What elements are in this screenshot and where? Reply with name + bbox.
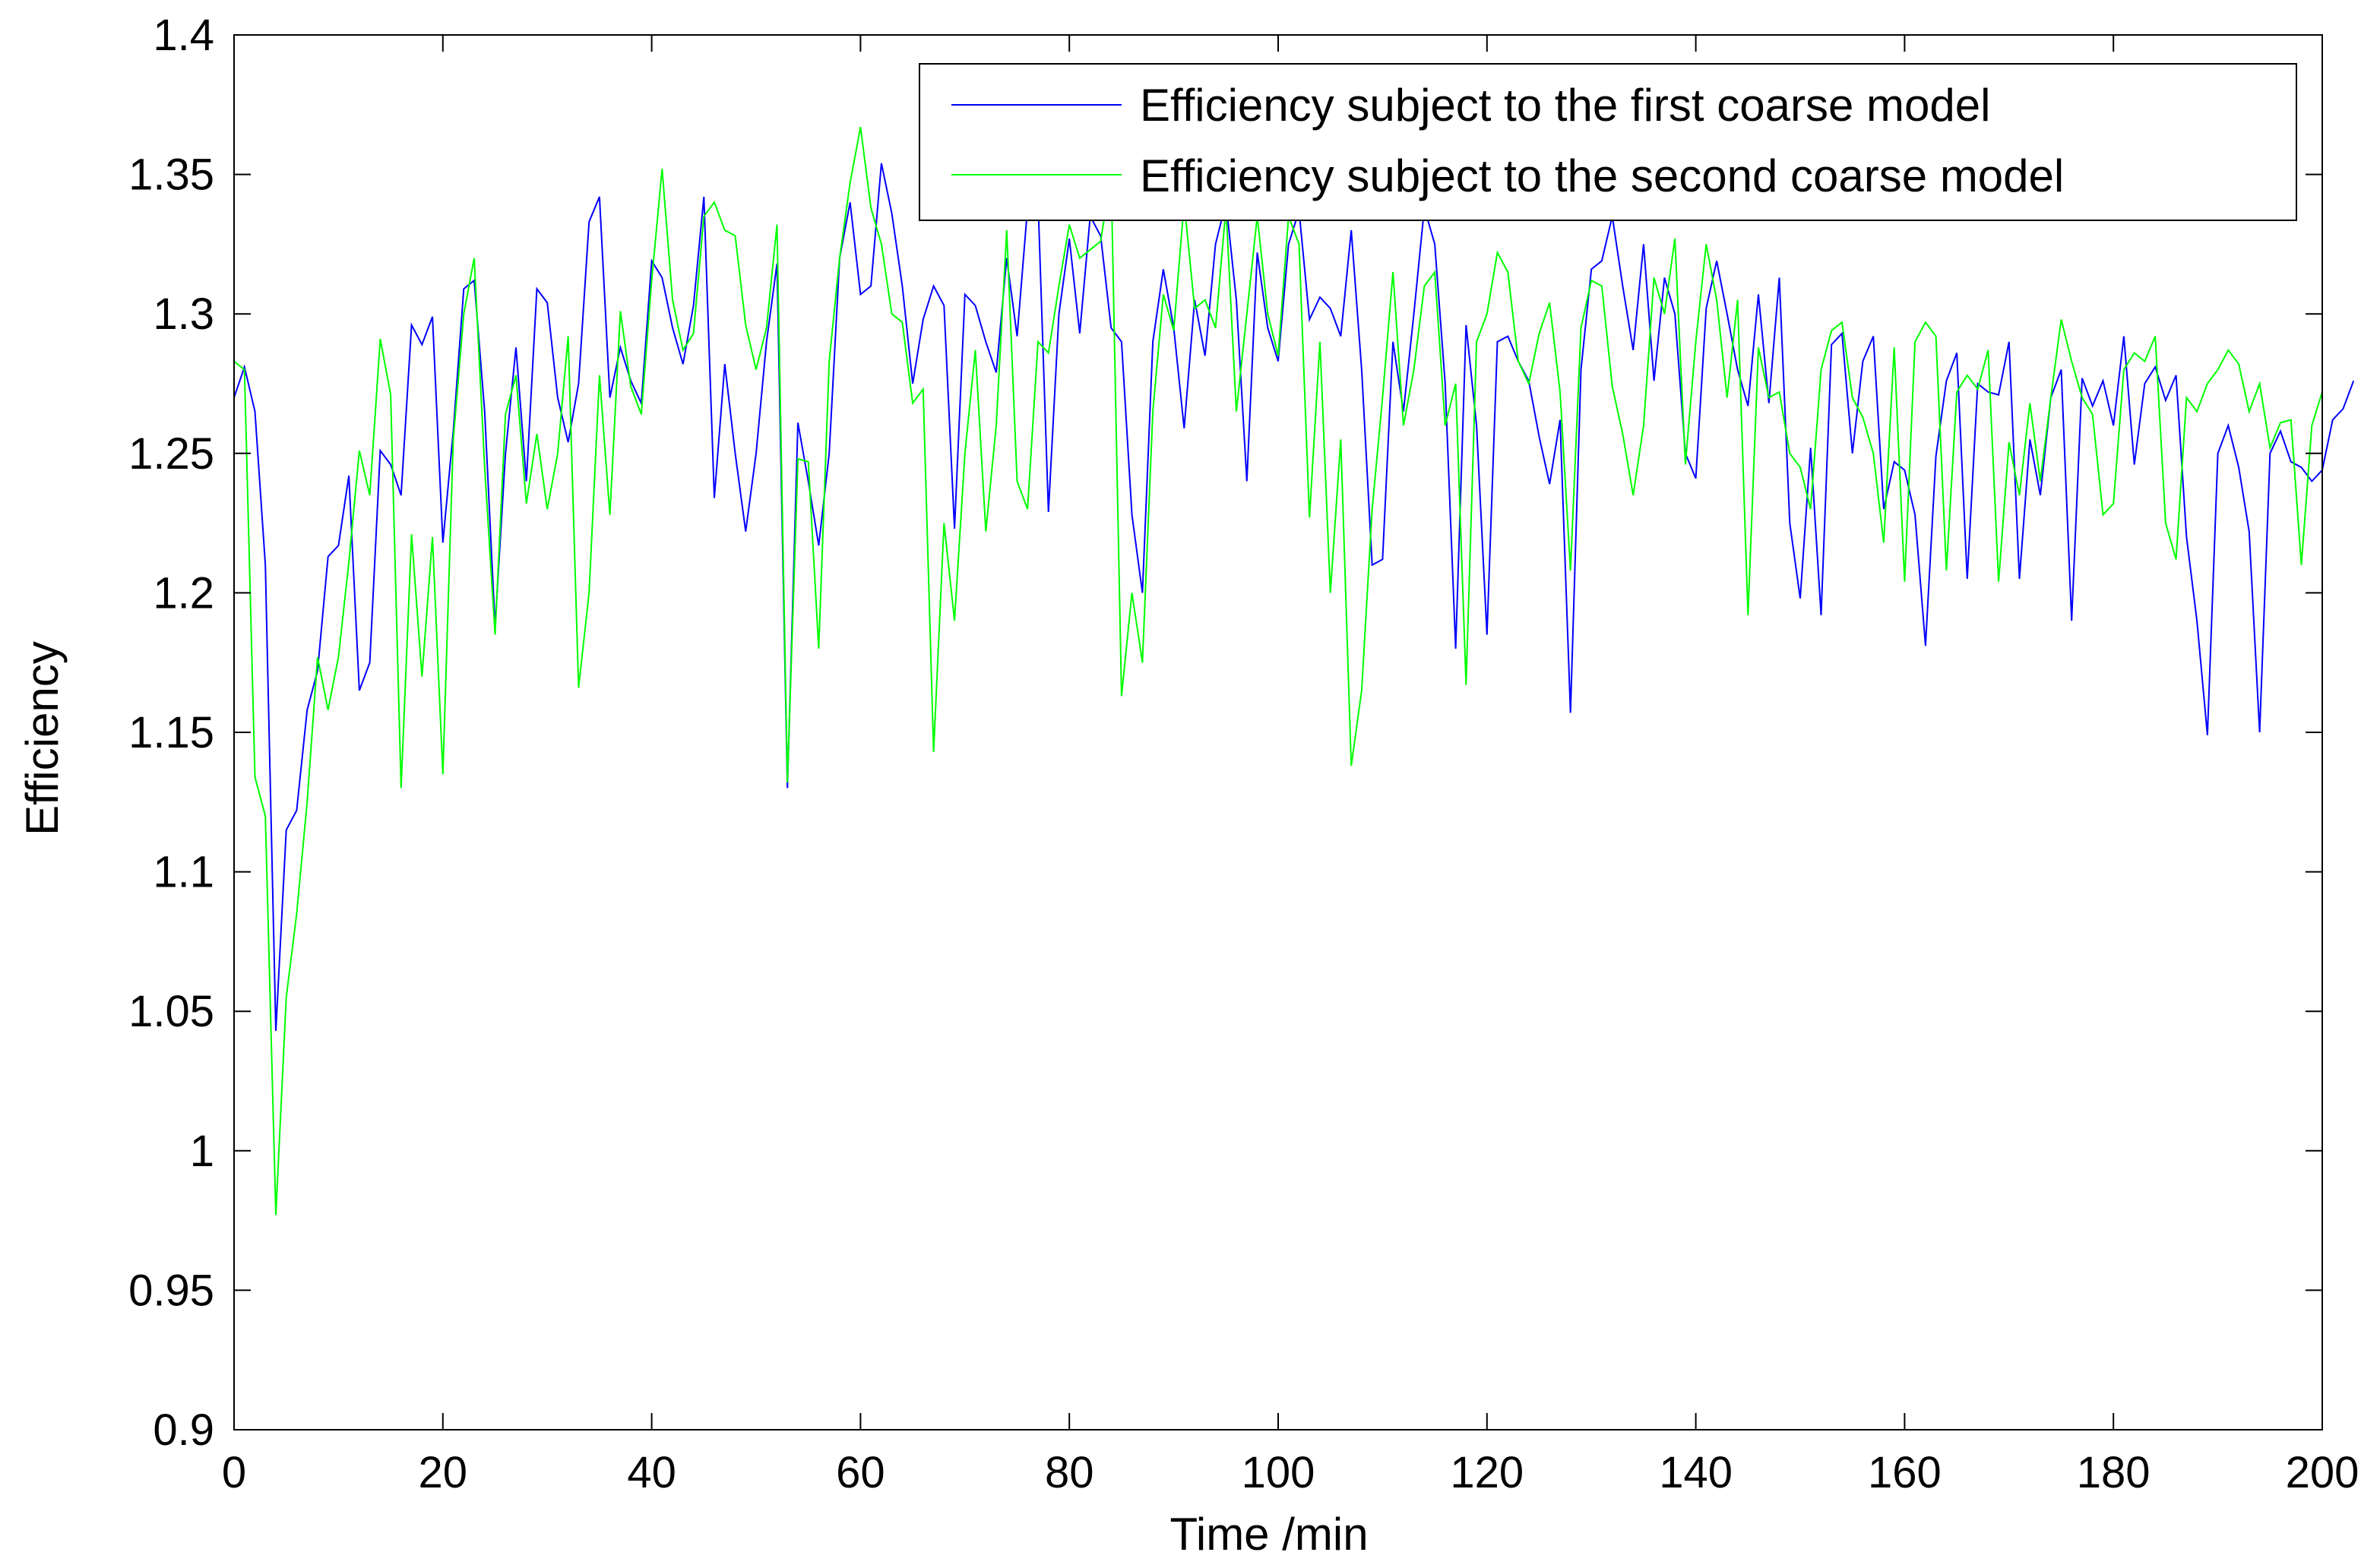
y-tick-label: 1.3 (153, 289, 214, 339)
x-tick-label: 140 (1659, 1448, 1733, 1497)
y-tick-label: 0.9 (153, 1405, 214, 1455)
y-axis-label: Efficiency (17, 641, 68, 836)
x-axis: 0 20 40 60 80 100 120 140 160 180 200 (222, 35, 2359, 1497)
series-line-2 (233, 127, 2323, 1216)
x-tick-label: 160 (1868, 1448, 1942, 1497)
y-axis: 0.9 0.95 1 1.05 1.1 1.15 1.2 1.25 1.3 1.35 1.4 (128, 11, 2322, 1455)
y-tick-label: 1.15 (128, 708, 214, 757)
x-tick-label: 60 (836, 1448, 885, 1497)
legend-box (919, 63, 2297, 221)
x-tick-label: 120 (1450, 1448, 1524, 1497)
y-tick-label: 1.25 (128, 429, 214, 479)
x-tick-label: 100 (1242, 1448, 1315, 1497)
plot-background (234, 35, 2322, 1430)
x-tick-label: 40 (627, 1448, 676, 1497)
x-tick-label: 180 (2077, 1448, 2151, 1497)
y-tick-label: 0.95 (128, 1266, 214, 1315)
y-tick-label: 1.1 (153, 848, 214, 897)
y-tick-label: 1.2 (153, 568, 214, 618)
y-tick-label: 1 (190, 1127, 214, 1176)
y-tick-label: 1.4 (153, 11, 214, 60)
x-tick-label: 0 (222, 1448, 246, 1497)
y-tick-label: 1.05 (128, 987, 214, 1036)
x-axis-label: Time /min (1169, 1509, 1368, 1560)
x-tick-label: 80 (1045, 1448, 1094, 1497)
series-line-1 (233, 163, 2355, 1031)
x-tick-label: 20 (419, 1448, 468, 1497)
x-tick-label: 200 (2286, 1448, 2359, 1497)
y-tick-label: 1.35 (128, 150, 214, 200)
legend: Efficiency subject to the first coarse m… (919, 63, 2297, 221)
legend-label-first: Efficiency subject to the first coarse m… (1140, 80, 1990, 131)
legend-label-second: Efficiency subject to the second coarse … (1140, 150, 2064, 201)
series-layer (233, 127, 2355, 1216)
